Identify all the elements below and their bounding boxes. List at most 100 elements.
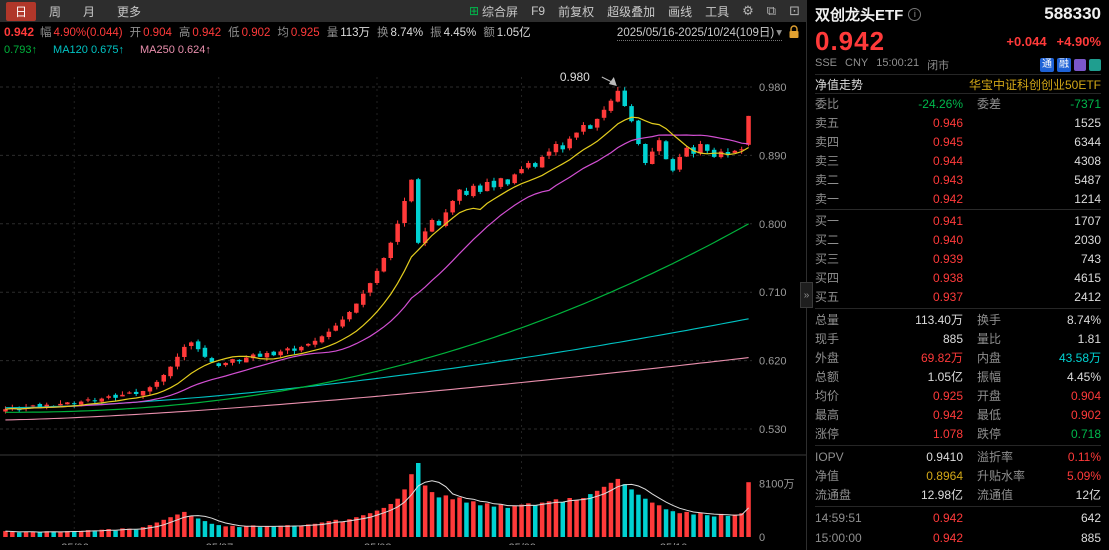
info-field-value: 4.90%(0.044) [53,27,123,40]
fullscreen-icon[interactable]: ⊡ [789,3,800,19]
order-book-divider [815,209,1101,210]
stat-value: 43.58万 [1058,351,1101,365]
view-tab[interactable]: 日 [6,1,37,21]
stat-value: 0.902 [1070,407,1101,422]
market-info: SSE CNY 15:00:21 闭市 [815,57,949,73]
toolbar-item[interactable]: 前复权 [558,3,594,20]
bid-row[interactable]: 买一 0.941 1707 [815,211,1101,230]
bid-row[interactable]: 买二 0.940 2030 [815,230,1101,249]
chart-toolbar: 日周 月 更多 ⊞ 综合屏 F9 前复权 超级叠加 画线 工具 ⚙ ⧉ ⊡ [0,0,806,23]
stat-value: 0.925 [932,388,963,403]
order-level-label: 买五 [815,290,840,304]
order-qty: 1214 [1074,191,1101,206]
quote-panel: » 双创龙头ETF i 588330 0.942 +0.044 +4.90% S… [800,0,1109,550]
order-level-label: 卖四 [815,135,840,149]
overlay-windows-icon[interactable]: ⧉ [766,3,777,19]
market-status: 闭市 [927,60,950,72]
stat-row: IOPV 0.9410 溢折率 0.11% [815,447,1101,466]
svg-text:0.620: 0.620 [759,356,787,368]
order-level-label: 卖五 [815,116,840,130]
svg-text:25/07: 25/07 [206,542,234,545]
collapse-panel-arrow[interactable]: » [800,282,813,308]
netvalue-nav-row: 净值走势 华宝中证科创创业50ETF [815,74,1101,94]
weicha-label: 委差 [977,97,1002,111]
info-field: 开 0.904 [130,24,172,40]
market-badge: 融 [1057,58,1071,72]
info-field-value: 1.05亿 [496,27,531,40]
info-fields: 幅 4.90%(0.044) 开 0.904 高 0.942 低 0.902 均 0.925 量 11… [40,24,531,40]
svg-text:8100万: 8100万 [759,478,794,490]
info-field-label: 开 [129,27,142,40]
chart-canvas: 0.980 0.890 0.800 0.710 0.620 0.530 25/06 25/07… [0,70,806,550]
info-field-label: 均 [277,27,289,40]
toolbar-item-label: F9 [531,4,546,19]
stat-label: 最低 [977,408,1002,422]
stock-name: 双创龙头ETF [815,6,904,24]
tick-row[interactable]: 15:00:00 0.942 885 [815,528,1101,548]
date-range-selector[interactable]: 2025/05/16-2025/10/24(109日) ▾ [616,24,782,41]
ma-legend-item: 0.793↑ [4,43,38,56]
view-tab[interactable]: 月 [83,4,96,19]
toolbar-item[interactable]: F9 [531,4,545,18]
ask-row[interactable]: 卖四 0.945 6344 [815,132,1101,151]
stat-row: 总额 1.05亿 振幅 4.45% [815,367,1101,386]
order-price: 0.940 [932,232,963,247]
stat-row: 现手 885 量比 1.81 [815,329,1101,348]
view-tab[interactable]: 周 [49,4,62,19]
stat-row: 流通盘 12.98亿 流通值 12亿 [815,485,1101,504]
view-tab[interactable]: 更多 [117,4,142,19]
tick-row[interactable]: 14:59:51 0.942 642 [815,508,1101,528]
info-field-value: 0.902 [241,27,271,40]
order-qty: 2030 [1074,232,1101,247]
tick-time: 14:59:51 [815,511,862,525]
candlestick-chart[interactable]: 0.980 0.890 0.800 0.710 0.620 0.530 25/06 25/07… [0,56,806,550]
bid-row[interactable]: 买三 0.939 743 [815,249,1101,268]
weibi-value: -24.26% [918,96,963,111]
stat-value: 69.82万 [920,351,963,365]
fund-name-link[interactable]: 华宝中证科创创业50ETF [968,77,1101,92]
order-price: 0.943 [932,172,963,187]
teal-badge-icon[interactable] [1089,59,1101,71]
gear-icon[interactable]: ⚙ [742,3,754,19]
order-price: 0.946 [932,115,963,130]
toolbar-item[interactable]: 画线 [668,3,692,20]
ask-row[interactable]: 卖五 0.946 1525 [815,113,1101,132]
ask-row[interactable]: 卖二 0.943 5487 [815,170,1101,189]
toolbar-item[interactable]: 工具 [705,3,729,20]
bid-row[interactable]: 买四 0.938 4615 [815,268,1101,287]
info-field-label: 额 [483,27,495,40]
svg-text:0.890: 0.890 [759,150,787,162]
purple-badge-icon[interactable] [1074,59,1086,71]
toolbar-item[interactable]: 超级叠加 [607,3,655,20]
ask-row[interactable]: 卖一 0.942 1214 [815,189,1101,208]
lock-icon[interactable] [788,25,800,39]
stat-value: 0.11% [1067,449,1101,464]
exchange-label: SSE [815,57,838,69]
stat-label: 现手 [815,332,840,346]
stat-value: 5.09% [1066,468,1101,483]
info-icon[interactable]: i [908,7,922,21]
info-field: 低 0.902 [228,24,270,40]
divider [815,308,1101,309]
stat-value: 0.942 [932,407,963,422]
ma-legend-item: MA120 0.675↑ [53,43,124,56]
stat-label: 升贴水率 [977,469,1026,483]
tick-list: 14:59:51 0.942 642 15:00:00 0.942 885 [815,508,1101,548]
last-price: 0.942 [4,25,35,40]
bid-row[interactable]: 买五 0.937 2412 [815,287,1101,306]
stat-row: 均价 0.925 开盘 0.904 [815,386,1101,405]
info-field: 量 113万 [327,24,370,40]
date-range-label: 2025/05/16-2025/10/24(109日) [616,26,775,39]
stat-label: 振幅 [977,370,1002,384]
panel-title-row: 双创龙头ETF i 588330 [815,2,1101,26]
order-level-label: 买三 [815,252,840,266]
ask-row[interactable]: 卖三 0.944 4308 [815,151,1101,170]
stat-label: 流通盘 [815,488,852,502]
toolbar-item[interactable]: ⊞ 综合屏 [469,3,518,20]
panel-price-row: 0.942 +0.044 +4.90% [815,26,1101,56]
info-field-value: 0.942 [192,27,222,40]
toolbar-item-label: 画线 [668,4,693,19]
nav-tab-netvalue[interactable]: 净值走势 [815,77,864,92]
order-level-label: 卖二 [815,173,840,187]
stat-value: 0.718 [1070,426,1101,441]
